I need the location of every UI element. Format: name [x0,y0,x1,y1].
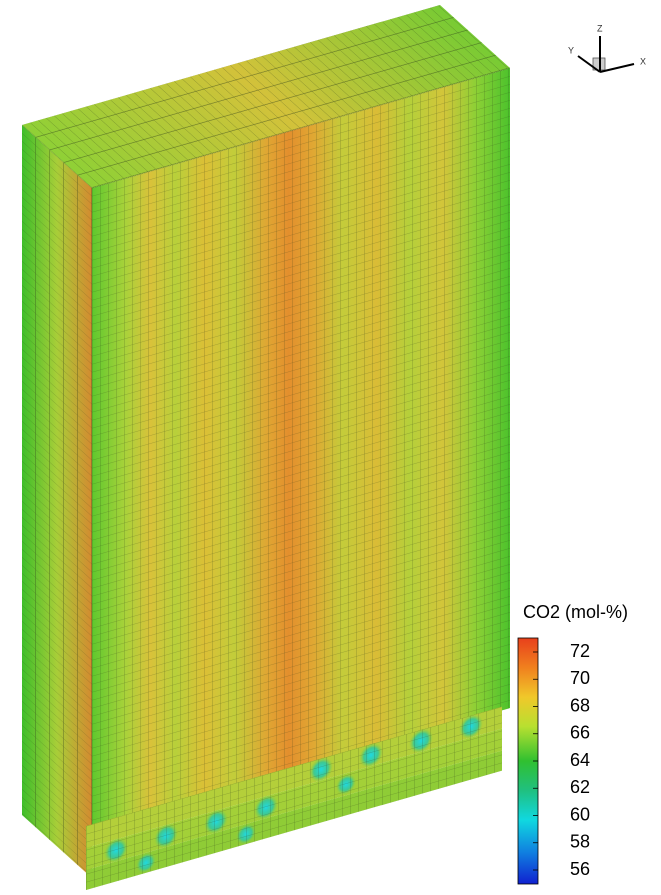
colorbar-tick-label: 68 [570,695,590,715]
left-face [22,124,92,878]
colorbar-tick-label: 72 [570,641,590,661]
front-face [92,68,510,828]
colorbar-tick-label: 70 [570,668,590,688]
bottom-steps [86,706,502,890]
axis-triad: Z X Y [568,23,646,73]
colorbar-tick-label: 66 [570,723,590,743]
top-face [22,5,510,188]
colorbar-tick-label: 56 [570,859,590,879]
legend-title: CO2 (mol-%) [523,602,628,622]
axis-label-y: Y [568,45,574,55]
axis-label-z: Z [597,23,603,33]
colorbar-tick-label: 60 [570,804,590,824]
colorbar-legend: CO2 (mol-%) 72 70 68 66 64 62 60 58 56 [517,602,628,885]
colorbar-tick-label: 64 [570,750,590,770]
colorbar-tick-label: 58 [570,832,590,852]
colorbar-tick-label: 62 [570,777,590,797]
mesh-box [22,5,510,890]
axis-label-x: X [640,56,646,66]
